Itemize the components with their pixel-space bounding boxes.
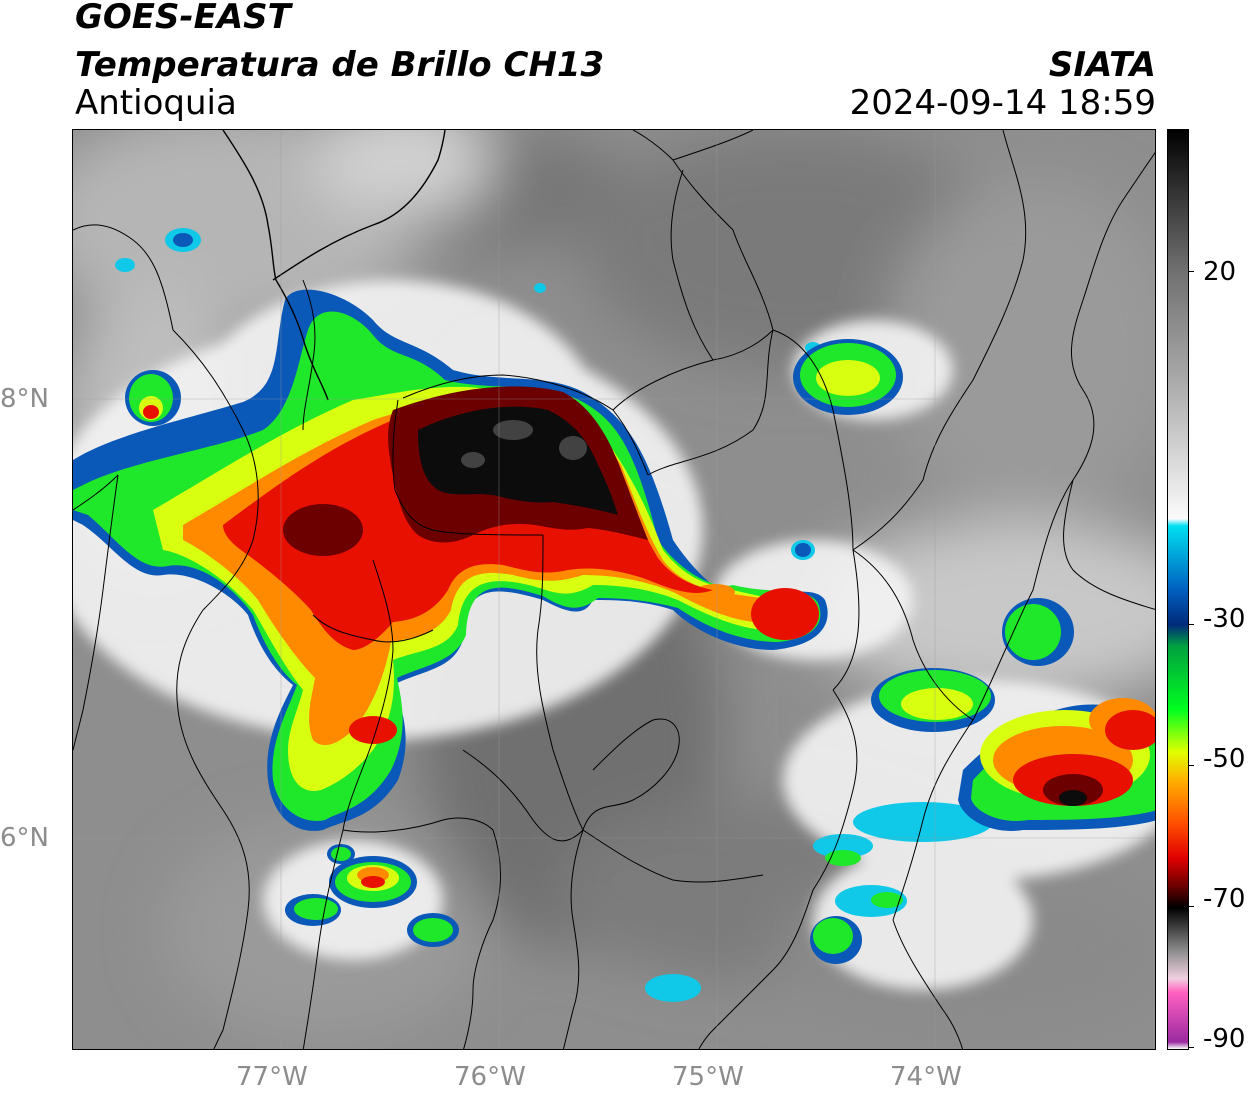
colorbar-tick-label: -30 (1203, 604, 1246, 634)
cloud-level-black (418, 406, 1087, 806)
region-label: Antioquia (75, 83, 237, 123)
lat-tick-label: 6°N (0, 823, 49, 853)
colorbar-tick-mark (1188, 905, 1194, 907)
product-title: Temperatura de Brillo CH13 (75, 45, 605, 85)
colorbar-tick-label: -90 (1203, 1024, 1246, 1054)
temperature-colorbar (1167, 129, 1194, 1050)
colorbar-tick-mark (1188, 271, 1194, 273)
lon-tick-label: 74°W (890, 1062, 962, 1092)
colorbar-tick-mark (1188, 1047, 1194, 1048)
colorbar-tick-label: 20 (1203, 257, 1237, 287)
graticule (73, 130, 1155, 1049)
colorbar-tick-label: -70 (1203, 884, 1246, 914)
lon-tick-label: 77°W (236, 1062, 308, 1092)
lat-tick-label: 8°N (0, 384, 49, 414)
satellite-title: GOES-EAST (75, 0, 291, 37)
lon-tick-label: 75°W (672, 1062, 744, 1092)
brightness-temperature-map (72, 129, 1156, 1050)
organization-label: SIATA (1048, 45, 1156, 85)
colorbar-tick-mark (1188, 623, 1194, 625)
colorbar-tick-mark (1188, 764, 1194, 766)
colorbar-tick-label: -50 (1203, 744, 1246, 774)
cloud-level-gray-core (461, 420, 587, 468)
department-boundaries (73, 130, 1155, 1049)
coastline (222, 130, 446, 401)
lon-tick-label: 76°W (454, 1062, 526, 1092)
datetime-label: 2024-09-14 18:59 (849, 83, 1156, 123)
